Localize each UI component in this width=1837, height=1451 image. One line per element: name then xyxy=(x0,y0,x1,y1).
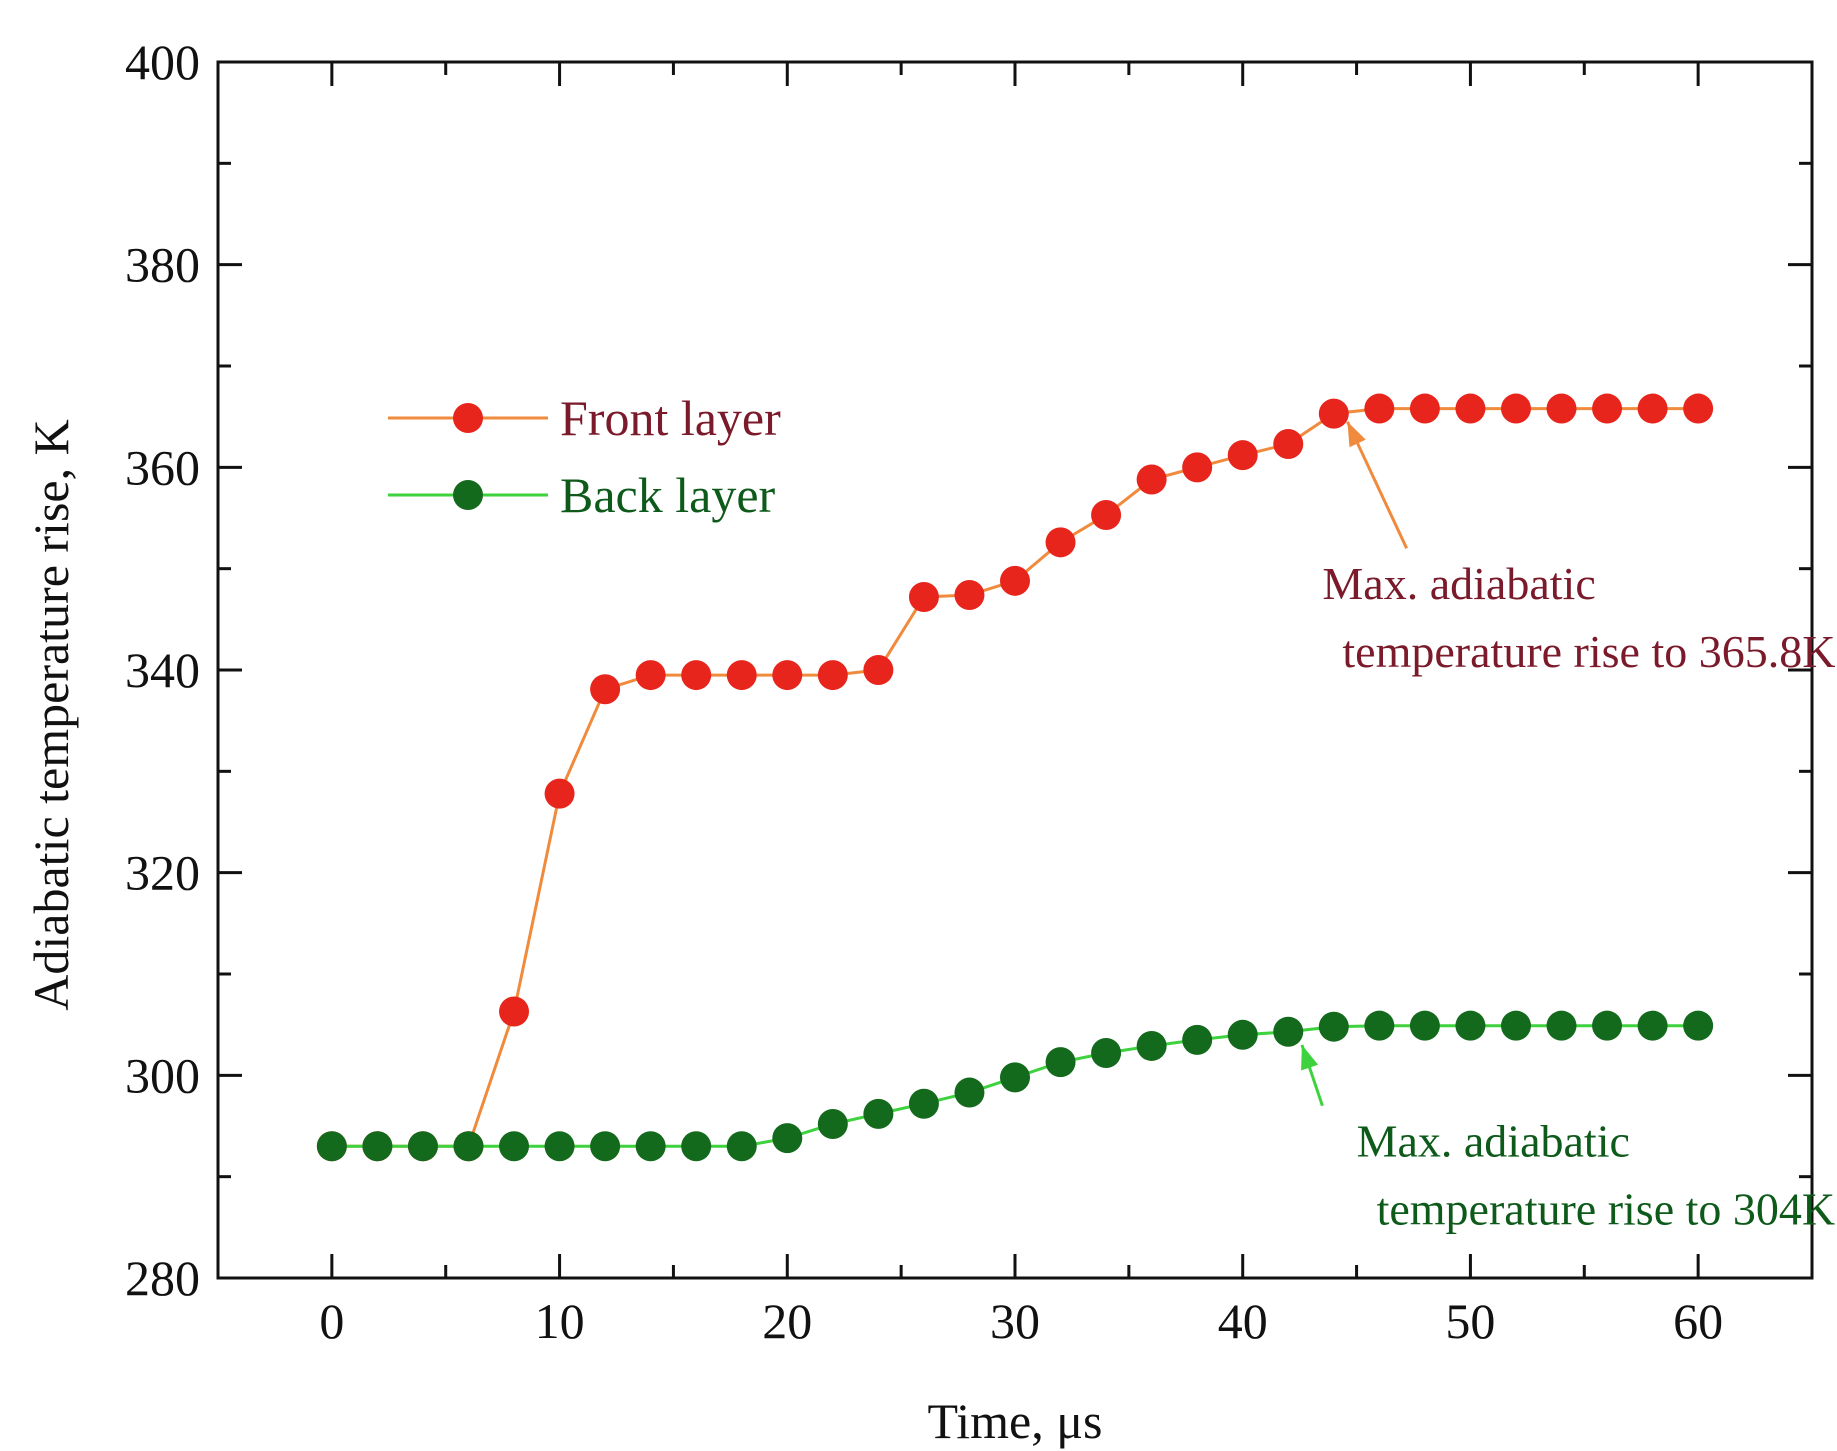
legend xyxy=(388,403,548,510)
plot-area: 0 10 20 30 40 50 60 280 300 320 340 360 380 400 xyxy=(125,34,1814,1349)
legend-marker-back-layer xyxy=(453,480,483,510)
back-layer-point xyxy=(1182,1024,1213,1055)
front-layer-point xyxy=(544,778,575,809)
y-tick-label: 320 xyxy=(125,845,200,901)
back-layer-point xyxy=(635,1131,666,1162)
back-layer-point xyxy=(453,1131,484,1162)
back-layer-point xyxy=(1409,1010,1440,1041)
annotations xyxy=(1300,421,1409,1107)
x-tick-label: 0 xyxy=(319,1293,344,1349)
front-layer-point xyxy=(1592,393,1623,424)
front-layer-point xyxy=(863,655,894,685)
annotation-front-line-2: temperature rise to 365.8K xyxy=(1342,626,1835,677)
back-layer-point xyxy=(1227,1019,1258,1050)
front-layer-point xyxy=(590,674,621,705)
front-layer-point xyxy=(954,580,985,611)
front-layer-point xyxy=(1500,393,1531,424)
back-layer-point xyxy=(908,1088,939,1119)
legend-label-front-layer: Front layer xyxy=(560,390,781,446)
y-tick-label: 340 xyxy=(125,642,200,698)
back-layer-point xyxy=(954,1077,985,1108)
back-layer-point xyxy=(863,1098,894,1129)
back-layer-point xyxy=(499,1131,530,1162)
front-layer-point xyxy=(817,660,848,691)
legend-label-back-layer: Back layer xyxy=(560,467,776,523)
annotation-1-arrow-head xyxy=(1301,1044,1319,1071)
front-layer-point xyxy=(772,660,803,691)
front-layer-point xyxy=(635,660,666,691)
x-tick-label: 10 xyxy=(535,1293,585,1349)
annotation-back-line-2: temperature rise to 304K xyxy=(1377,1183,1836,1234)
x-tick-label: 40 xyxy=(1218,1293,1268,1349)
y-axis-title: Adiabatic temperature rise, K xyxy=(23,419,79,1010)
front-layer-point xyxy=(1227,440,1258,471)
back-layer-point xyxy=(1500,1010,1531,1041)
front-layer-point xyxy=(1000,565,1030,596)
back-layer-point xyxy=(590,1131,621,1162)
y-tick-label: 280 xyxy=(125,1250,200,1306)
back-layer-point xyxy=(1364,1010,1395,1041)
front-layer-point xyxy=(1637,393,1668,424)
front-layer-line xyxy=(331,407,1699,1148)
y-tick-label: 300 xyxy=(125,1047,200,1103)
legend-marker-front-layer xyxy=(453,403,483,433)
x-axis-title: Time, μs xyxy=(927,1393,1102,1449)
x-tick-label: 20 xyxy=(762,1293,812,1349)
front-layer-point xyxy=(681,660,712,691)
back-layer-point xyxy=(1091,1038,1122,1069)
back-layer-point xyxy=(726,1131,757,1162)
front-layer-point xyxy=(1136,464,1167,495)
x-tick-label: 60 xyxy=(1673,1293,1723,1349)
back-layer-point xyxy=(817,1108,848,1139)
front-layer-point xyxy=(1091,499,1122,530)
front-layer-point xyxy=(1045,527,1076,558)
front-layer-point xyxy=(1273,429,1304,460)
annotation-back-line-1: Max. adiabatic xyxy=(1357,1115,1630,1166)
back-layer-point xyxy=(681,1131,712,1162)
back-layer-point xyxy=(1683,1010,1714,1041)
back-layer-point xyxy=(407,1131,438,1162)
back-layer-point xyxy=(1136,1030,1167,1061)
back-layer-point xyxy=(1045,1047,1076,1078)
y-tick-label: 360 xyxy=(125,439,200,495)
front-layer-point xyxy=(1546,393,1577,424)
front-layer-point xyxy=(726,660,757,691)
back-layer-point xyxy=(1318,1011,1349,1042)
back-layer-point xyxy=(1637,1010,1668,1041)
x-tick-label: 50 xyxy=(1445,1293,1495,1349)
back-layer-point xyxy=(1273,1016,1304,1047)
y-tick-label: 400 xyxy=(125,34,200,90)
back-layer-point xyxy=(316,1131,347,1162)
front-layer-point xyxy=(1182,452,1213,483)
annotation-front-line-1: Max. adiabatic xyxy=(1322,558,1595,609)
front-layer-point xyxy=(908,582,939,613)
back-layer-point xyxy=(1592,1010,1623,1041)
front-layer-point xyxy=(1409,393,1440,424)
back-layer-point xyxy=(544,1131,575,1162)
back-layer-point xyxy=(1455,1010,1486,1041)
annotation-0-arrow-head xyxy=(1347,421,1366,448)
back-layer-point xyxy=(362,1131,393,1162)
front-layer-point xyxy=(1318,398,1349,429)
back-layer-point xyxy=(1000,1062,1030,1093)
x-tick-label: 30 xyxy=(990,1293,1040,1349)
front-layer-point xyxy=(499,996,530,1027)
back-layer-point xyxy=(1546,1010,1577,1041)
front-layer-point xyxy=(1364,393,1395,424)
front-layer-point xyxy=(1455,393,1486,424)
front-layer-point xyxy=(1683,393,1714,424)
back-layer-point xyxy=(772,1123,803,1154)
y-tick-label: 380 xyxy=(125,237,200,293)
